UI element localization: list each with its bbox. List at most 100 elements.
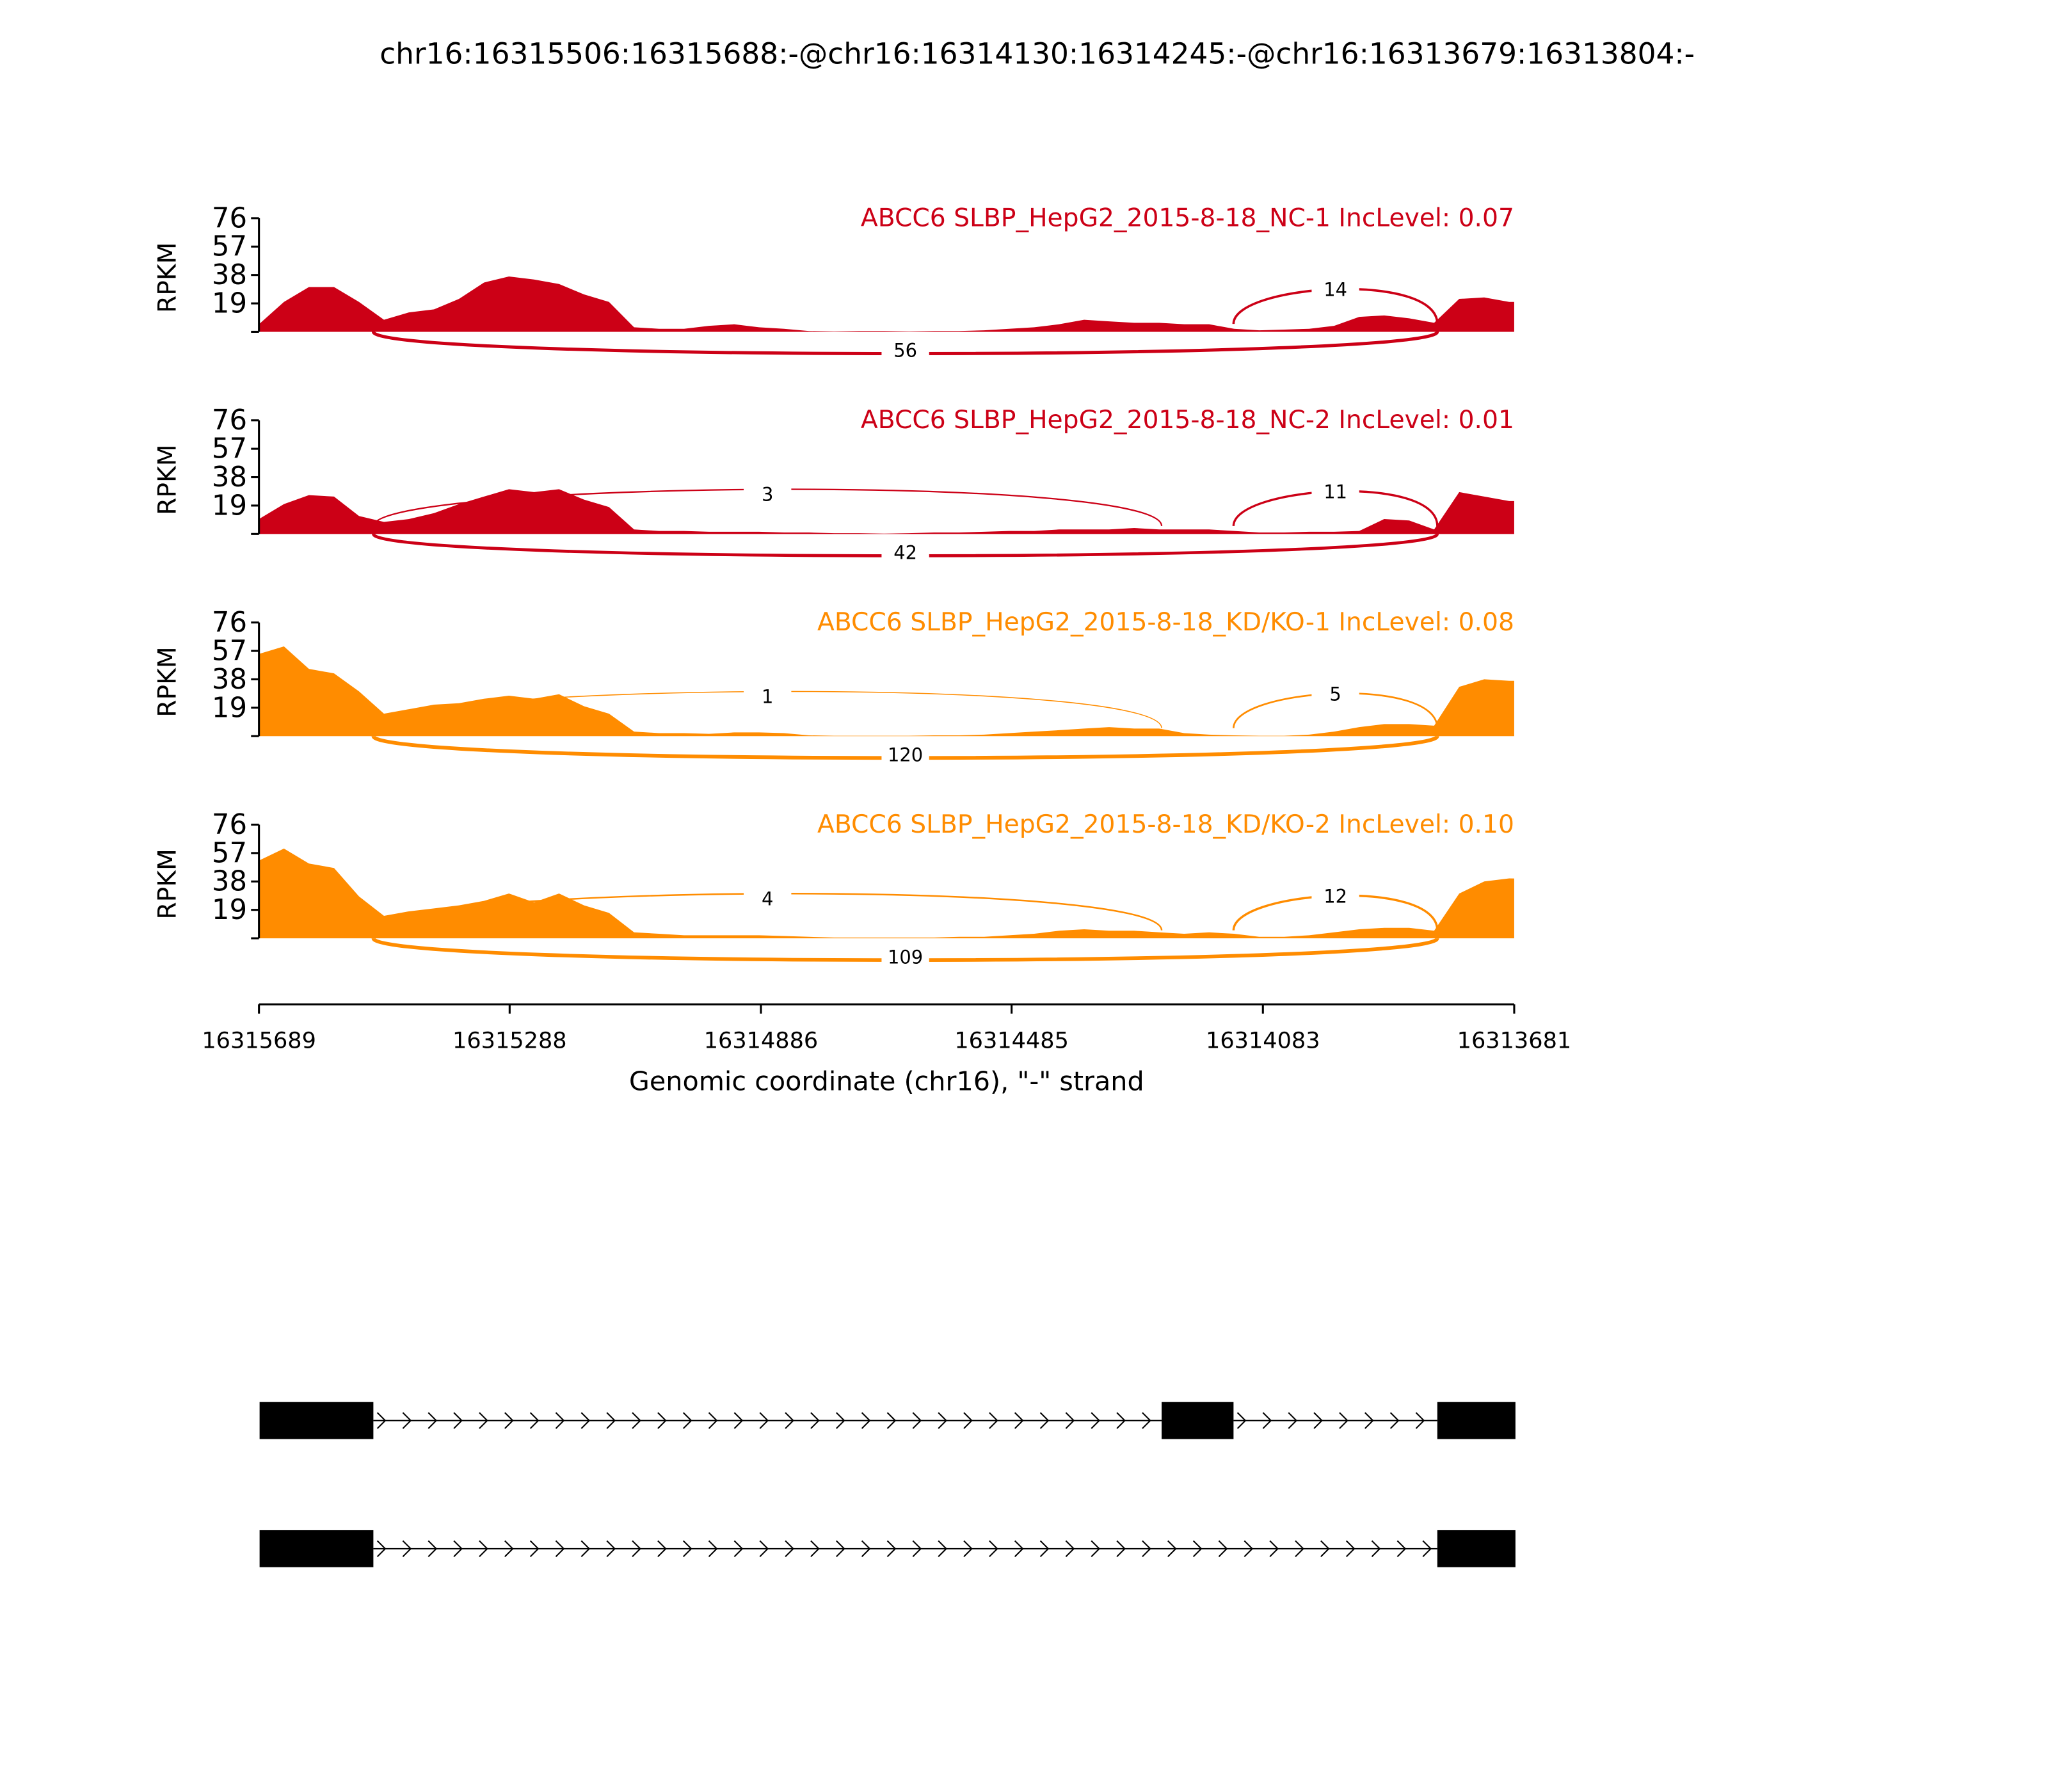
strand-arrow-icon [708,1412,718,1429]
strand-arrow-icon [529,1412,540,1429]
strand-arrow-icon [836,1540,845,1557]
strand-arrow-icon [912,1412,922,1429]
strand-arrow-icon [555,1540,565,1557]
strand-arrow-icon [1116,1412,1126,1429]
gene-model-track [259,1402,1516,1567]
strand-arrow-icon [785,1540,794,1557]
junction-label-bg [1311,883,1359,907]
strand-arrow-icon [1091,1540,1101,1557]
junction-count-label: 109 [888,946,923,968]
junction-label-bg [881,943,929,968]
strand-arrow-icon [632,1540,641,1557]
strand-arrow-icon [1262,1412,1272,1429]
exon-block [1162,1402,1234,1439]
coverage-area [259,646,1514,737]
strand-arrow-icon [1167,1540,1177,1557]
strand-arrow-icon [580,1540,591,1557]
strand-arrow-icon [963,1412,973,1429]
strand-arrow-icon [555,1412,565,1429]
isoform-track [259,1530,1516,1567]
x-tick-label: 16313681 [1457,1027,1572,1053]
strand-arrow-icon [580,1412,591,1429]
strand-arrow-icon [632,1412,641,1429]
y-tick-label: 57 [212,837,247,869]
strand-arrow-icon [1371,1540,1381,1557]
y-tick-label: 38 [212,259,247,291]
junction-label-bg [1311,276,1359,300]
x-tick-label: 16314485 [954,1027,1069,1053]
strand-arrow-icon [836,1412,845,1429]
strand-arrow-icon [1039,1412,1050,1429]
x-tick-label: 16314886 [704,1027,819,1053]
isoform-track [259,1402,1516,1439]
x-tick-label: 16315689 [202,1027,316,1053]
strand-arrow-icon [657,1540,667,1557]
junction-count-label: 14 [1324,279,1347,301]
strand-arrow-icon [1295,1540,1304,1557]
strand-arrow-icon [1244,1540,1254,1557]
strand-arrow-icon [453,1412,463,1429]
junction-label-bg [881,741,929,765]
strand-arrow-icon [529,1540,540,1557]
strand-arrow-icon [1039,1540,1050,1557]
strand-arrow-icon [1396,1540,1407,1557]
y-tick-label: 19 [212,692,247,724]
y-tick-label: 38 [212,664,247,696]
y-tick-label: 57 [212,231,247,263]
strand-arrow-icon [938,1540,948,1557]
strand-arrow-icon [1389,1412,1400,1429]
strand-arrow-icon [759,1412,769,1429]
strand-arrow-icon [989,1412,998,1429]
strand-arrow-icon [759,1540,769,1557]
y-tick-label: 38 [212,461,247,493]
strand-arrow-icon [479,1540,488,1557]
strand-arrow-icon [708,1540,718,1557]
strand-arrow-icon [810,1540,820,1557]
y-tick-label: 38 [212,866,247,898]
y-tick-label: 76 [212,202,247,234]
y-tick-label: 19 [212,894,247,926]
strand-arrow-icon [1218,1540,1228,1557]
exon-block [1437,1530,1516,1567]
y-tick-label: 57 [212,635,247,667]
junction-count-label: 120 [888,744,923,765]
strand-arrow-icon [861,1540,871,1557]
junction-count-label: 42 [893,542,917,564]
x-axis-label: Genomic coordinate (chr16), "-" strand [629,1066,1144,1096]
strand-arrow-icon [912,1540,922,1557]
strand-arrow-icon [963,1540,973,1557]
strand-arrow-icon [1142,1540,1151,1557]
y-tick-label: 76 [212,404,247,436]
strand-arrow-icon [1142,1412,1151,1429]
strand-arrow-icon [1091,1412,1101,1429]
strand-arrow-icon [1422,1540,1432,1557]
exon-block [1437,1402,1516,1439]
strand-arrow-icon [428,1412,438,1429]
y-axis-label: RPKM [154,646,182,717]
junction-label-bg [1311,680,1359,705]
strand-arrow-icon [1116,1540,1126,1557]
y-tick-label: 76 [212,607,247,639]
strand-arrow-icon [504,1540,514,1557]
strand-arrow-icon [1192,1540,1203,1557]
strand-arrow-icon [479,1412,488,1429]
junction-count-label: 3 [762,484,773,506]
y-tick-label: 19 [212,288,247,320]
junction-count-label: 11 [1324,481,1347,503]
strand-arrow-icon [657,1412,667,1429]
strand-arrow-icon [376,1412,387,1429]
strand-arrow-icon [682,1412,692,1429]
strand-arrow-icon [1415,1412,1425,1429]
strand-arrow-icon [989,1540,998,1557]
strand-arrow-icon [733,1412,744,1429]
junction-count-label: 5 [1329,683,1341,705]
x-tick-label: 16314083 [1206,1027,1320,1053]
x-axis: 16315689 16315288 16314886 16314485 16314083… [202,1003,1572,1053]
y-tick-label: 19 [212,490,247,522]
junction-label-bg [744,481,792,505]
y-axis-label: RPKM [154,444,182,515]
